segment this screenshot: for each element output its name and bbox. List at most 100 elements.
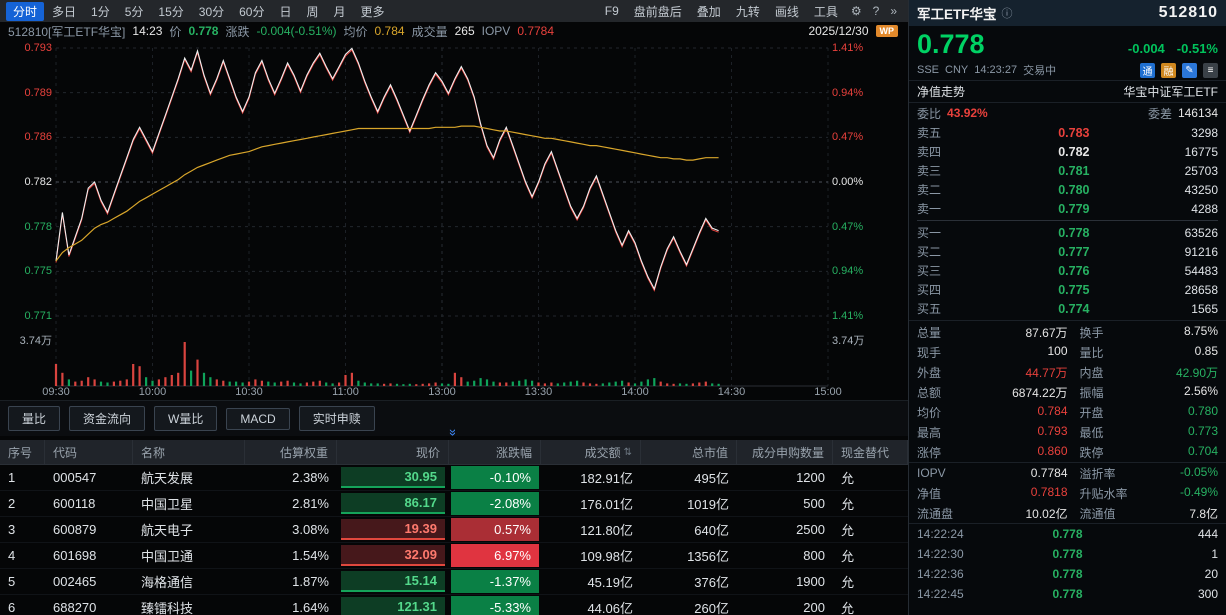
tong-badge[interactable]: 通 [1140, 62, 1155, 78]
toolbar-button[interactable]: 工具 [813, 4, 838, 19]
change-value: 0.57% [451, 518, 539, 541]
stat-value: 0.704 [1187, 443, 1218, 458]
ask-row[interactable]: 卖四 0.782 16775 [909, 142, 1226, 161]
sort-icon[interactable]: ⇅ [623, 446, 632, 458]
period-tab[interactable]: 60分 [239, 4, 265, 19]
intraday-chart[interactable]: 0.793 0.789 0.786 0.782 0.778 0.775 0.771 1.41%… [0, 40, 908, 400]
level-label: 买二 [917, 245, 942, 259]
period-tab[interactable]: 30分 [198, 4, 225, 19]
column-header[interactable]: 名称 [133, 440, 245, 464]
tick-volume: 444 [1197, 527, 1218, 541]
rong-badge[interactable]: 融 [1161, 62, 1176, 78]
ask-row[interactable]: 卖五 0.783 3298 [909, 123, 1226, 142]
stat-row: 总额 6874.22万 振幅 2.56% [909, 382, 1226, 402]
column-header[interactable]: 现金替代 [833, 440, 908, 464]
more-icon[interactable]: ≡ [1203, 62, 1218, 78]
marketcap-value: 495亿 [694, 471, 729, 486]
period-tab[interactable]: 周 [306, 4, 319, 19]
indicator-tab[interactable]: MACD [226, 407, 290, 430]
stat-item: 开盘 0.780 [1068, 404, 1219, 421]
toolbar-button[interactable]: 画线 [774, 4, 799, 19]
collapse-chevron-icon[interactable]: « [444, 428, 460, 437]
stat-value: 2.56% [1183, 383, 1218, 398]
toolbar-button[interactable]: 叠加 [696, 4, 721, 19]
etf-name: 军工ETF华宝 [917, 7, 997, 22]
stock-name: 中国卫通 [141, 549, 194, 564]
column-header[interactable]: 总市值 [641, 440, 737, 464]
bid-row[interactable]: 买二 0.777 91216 [909, 242, 1226, 261]
bid-row[interactable]: 买四 0.775 28658 [909, 280, 1226, 299]
stat-value: 6874.22万 [1012, 385, 1068, 400]
ask-row[interactable]: 卖一 0.779 4288 [909, 199, 1226, 218]
stock-code: 688270 [53, 600, 97, 615]
panel-toggle-icon[interactable]: » [890, 4, 897, 18]
volume-axis-label: 3.74万 [19, 335, 52, 347]
stat-label: 量比 [1079, 345, 1104, 360]
ask-row[interactable]: 卖三 0.781 25703 [909, 161, 1226, 180]
info-icon[interactable]: ⓘ [1001, 8, 1013, 20]
stock-code: 600118 [53, 496, 96, 511]
price-cell: 121.31 [337, 595, 449, 615]
level-label: 买四 [917, 283, 942, 297]
column-header[interactable]: 代码 [45, 440, 133, 464]
level-label: 买一 [917, 226, 942, 240]
period-tab[interactable]: 更多 [360, 4, 385, 19]
y-axis-percent-label: 0.94% [832, 86, 864, 99]
indicator-tab[interactable]: W量比 [154, 406, 218, 431]
table-row[interactable]: 2 600118 中国卫星 2.81% 86.17 -2.08% 176.01亿 1019亿 5… [0, 491, 908, 517]
table-row[interactable]: 5 002465 海格通信 1.87% 15.14 -1.37% 45.19亿 376亿 190… [0, 569, 908, 595]
price-cell: 30.95 [337, 465, 449, 490]
brush-icon[interactable]: ✎ [1182, 62, 1197, 78]
price-value: 30.95 [341, 467, 445, 488]
period-tab[interactable]: 5分 [124, 4, 144, 19]
period-tab[interactable]: 日 [279, 4, 292, 19]
change-cell: -1.37% [449, 569, 541, 594]
help-icon[interactable]: ? [872, 4, 880, 18]
toolbar-button[interactable]: 九转 [735, 4, 760, 19]
nav-tab-label[interactable]: 净值走势 [917, 85, 966, 99]
period-tab[interactable]: 分时 [6, 1, 45, 21]
ask-row[interactable]: 卖二 0.780 43250 [909, 180, 1226, 199]
stat-item: IOPV 0.7784 [917, 466, 1068, 480]
toolbar-button[interactable]: 盘前盘后 [633, 4, 682, 19]
market-meta: SSE CNY 14:23:27 交易中 通融 ✎ ≡ [909, 60, 1226, 80]
stock-code: 600879 [53, 522, 97, 537]
column-header[interactable]: 估算权重 [245, 440, 337, 464]
column-header[interactable]: 成交额 ⇅ [541, 440, 641, 464]
bid-row[interactable]: 买三 0.776 54483 [909, 261, 1226, 280]
y-axis-price-label: 0.793 [24, 42, 52, 54]
period-tab[interactable]: 15分 [158, 4, 184, 19]
period-tab[interactable]: 月 [333, 4, 346, 19]
column-header[interactable]: 涨跌幅 [449, 440, 541, 464]
marketcap-value: 640亿 [694, 523, 729, 538]
x-axis-time-label: 09:30 [42, 386, 70, 398]
indicator-tab[interactable]: 实时申赎 [298, 406, 375, 431]
marketcap-value: 376亿 [694, 575, 729, 590]
time-and-sales[interactable]: 14:22:24 0.778 444 14:22:30 0.778 1 14:22:36 0.… [909, 523, 1226, 604]
table-row[interactable]: 4 601698 中国卫通 1.54% 32.09 6.97% 109.98亿 1356亿 80… [0, 543, 908, 569]
column-header[interactable]: 序号 [0, 440, 45, 464]
column-header[interactable]: 成分申购数量 [737, 440, 833, 464]
bid-row[interactable]: 买五 0.774 1565 [909, 299, 1226, 318]
chart-canvas[interactable] [0, 40, 908, 400]
stat-row: 外盘 44.77万 内盘 42.90万 [909, 362, 1226, 382]
stat-value: 0.85 [1194, 343, 1218, 358]
table-row[interactable]: 6 688270 臻镭科技 1.64% 121.31 -5.33% 44.06亿 260亿 20… [0, 595, 908, 615]
stat-item: 量比 0.85 [1068, 344, 1219, 361]
period-tab[interactable]: 1分 [91, 4, 110, 19]
table-row[interactable]: 3 600879 航天电子 3.08% 19.39 0.57% 121.80亿 640亿 250… [0, 517, 908, 543]
indicator-tab[interactable]: 量比 [8, 406, 61, 431]
table-row[interactable]: 1 000547 航天发展 2.38% 30.95 -0.10% 182.91亿 495亿 12… [0, 465, 908, 491]
level-price: 0.781 [1058, 163, 1090, 178]
indicator-tab[interactable]: 资金流向 [69, 406, 146, 431]
level-size: 3298 [1191, 125, 1218, 140]
period-tab[interactable]: 多日 [52, 4, 77, 19]
gear-icon[interactable]: ⚙ [850, 4, 862, 18]
turnover-value: 176.01亿 [580, 497, 633, 512]
nav-row[interactable]: 净值走势 华宝中证军工ETF [909, 80, 1226, 103]
toolbar-button[interactable]: F9 [604, 4, 619, 18]
bid-row[interactable]: 买一 0.778 63526 [909, 223, 1226, 242]
price-change: -0.004(-0.51%) [256, 24, 337, 38]
y-axis-percent-label: 0.47% [832, 220, 864, 233]
column-header[interactable]: 现价 [337, 440, 449, 464]
